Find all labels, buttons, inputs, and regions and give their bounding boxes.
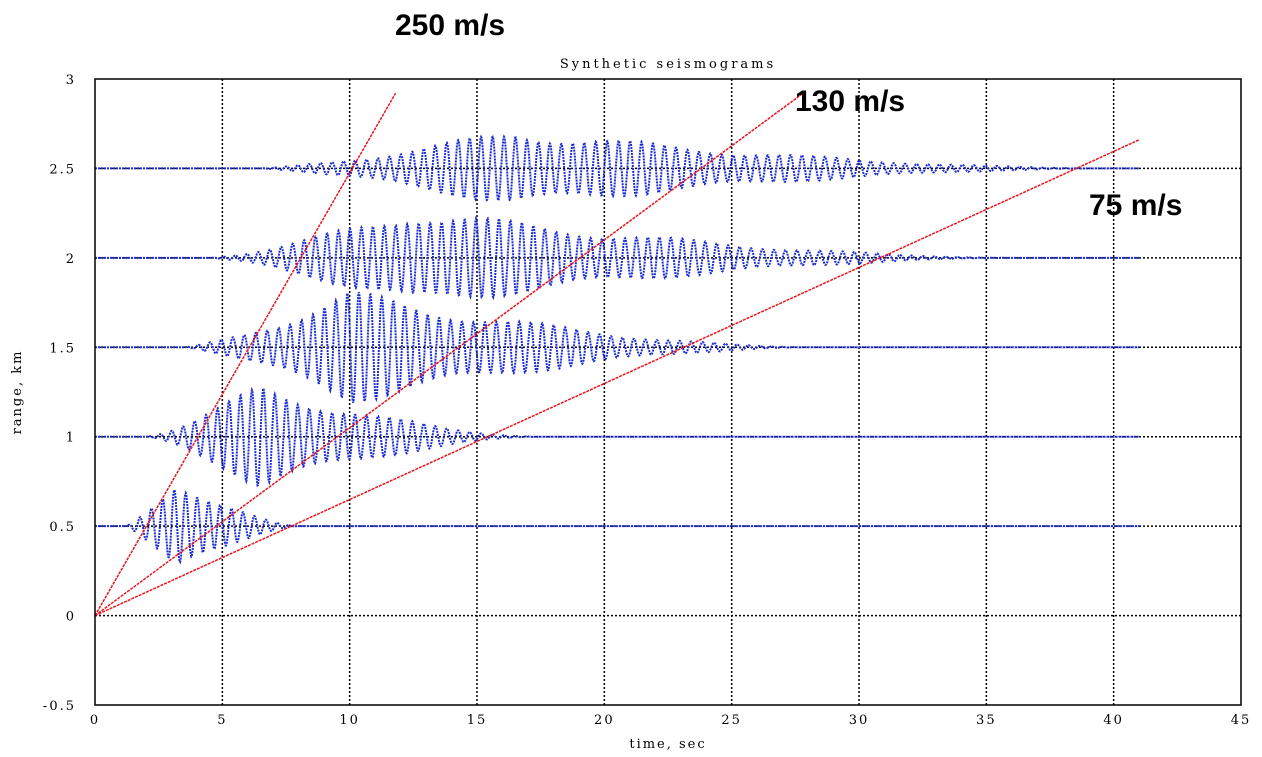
y-tick-label: 0.5: [49, 520, 76, 535]
seismogram-trace: [95, 215, 1140, 301]
seismogram-traces: [95, 134, 1140, 565]
x-tick-label: 30: [849, 713, 870, 728]
seismogram-trace: [95, 487, 1140, 565]
velocity-lines: [94, 92, 1140, 617]
seismogram-trace: [95, 290, 1140, 404]
y-tick-label: 2: [66, 252, 76, 267]
plot-frame: [94, 78, 1242, 706]
x-tick-label: 20: [594, 713, 615, 728]
velocity-label-250: 250 m/s: [395, 9, 505, 42]
y-tick-label: 3: [66, 73, 76, 88]
x-tick-label: 5: [217, 713, 227, 728]
x-tick-label: 0: [90, 713, 100, 728]
x-tick-label: 25: [721, 713, 742, 728]
seismogram-trace: [95, 386, 1140, 488]
seismogram-trace: [95, 134, 1140, 203]
x-tick-label: 10: [339, 713, 360, 728]
tick-labels: 0 5 10 15 20 25 30 35 40 45 -0.5 0 0.5 1 1.5 2 2.5 3: [43, 73, 1252, 728]
y-tick-label: 1: [66, 431, 76, 446]
velocity-line: [94, 139, 1140, 617]
y-tick-label: 2.5: [49, 162, 76, 177]
chart-title: Synthetic seismograms: [560, 57, 776, 72]
y-tick-label: 1.5: [49, 341, 76, 356]
x-tick-label: 40: [1103, 713, 1124, 728]
y-axis-label: range, km: [10, 350, 25, 435]
velocity-label-75: 75 m/s: [1089, 189, 1182, 222]
x-tick-label: 35: [976, 713, 997, 728]
x-tick-label: 45: [1231, 713, 1252, 728]
velocity-line: [94, 92, 397, 616]
velocity-line: [94, 92, 804, 617]
y-tick-label: -0.5: [43, 699, 76, 714]
y-tick-label: 0: [66, 610, 76, 625]
velocity-label-130: 130 m/s: [795, 85, 905, 118]
x-tick-label: 15: [467, 713, 488, 728]
x-axis-label: time, sec: [629, 737, 706, 752]
